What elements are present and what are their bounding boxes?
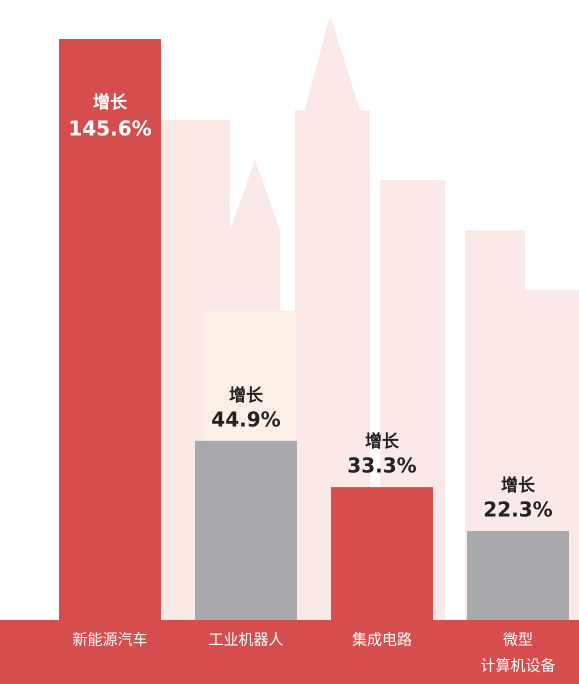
value-label-prefix: 增长: [229, 385, 264, 406]
value-label: 22.3%: [483, 498, 552, 522]
category-label: 微型: [503, 631, 533, 649]
bar: [331, 487, 433, 620]
bar: [195, 440, 297, 620]
value-label: 145.6%: [68, 117, 151, 141]
category-label: 计算机设备: [480, 657, 555, 675]
value-label-prefix: 增长: [365, 431, 400, 452]
value-label-prefix: 增长: [501, 475, 536, 496]
category-label: 工业机器人: [208, 631, 283, 649]
value-label: 44.9%: [211, 407, 280, 431]
bar: [467, 531, 569, 620]
category-label: 新能源汽车: [72, 631, 147, 649]
value-label-prefix: 增长: [93, 92, 128, 113]
bar: [59, 39, 161, 620]
category-strip: [0, 620, 579, 684]
value-label: 33.3%: [347, 454, 416, 478]
category-label: 集成电路: [352, 631, 412, 649]
